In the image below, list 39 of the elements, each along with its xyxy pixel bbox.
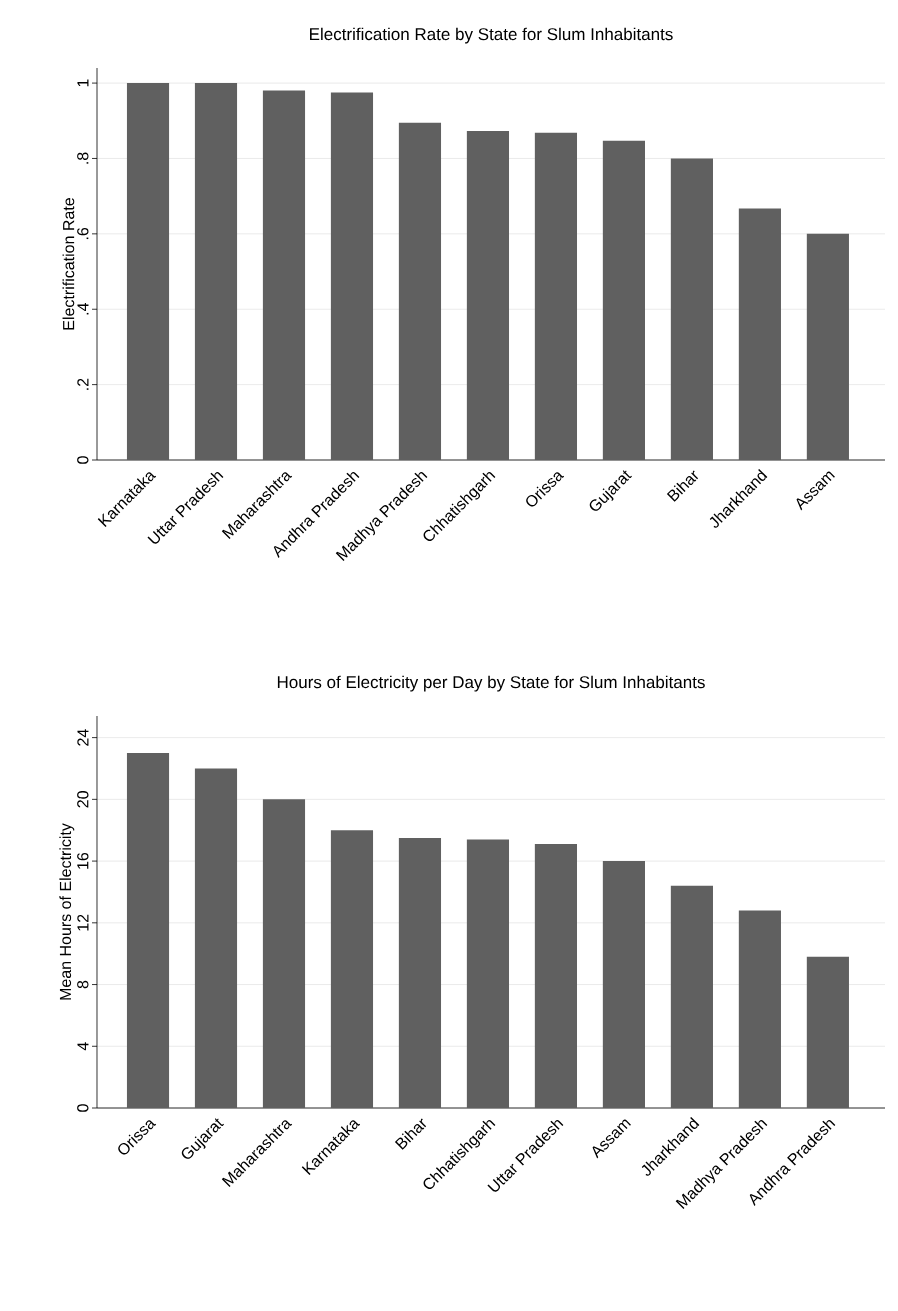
y-tick-label: 16 xyxy=(77,852,89,869)
bar xyxy=(670,885,713,1109)
bar xyxy=(126,753,170,1109)
y-tick-label: 1 xyxy=(77,79,89,87)
bar xyxy=(126,83,170,461)
y-tick-label: 24 xyxy=(77,729,89,746)
bar xyxy=(262,799,306,1109)
bar xyxy=(466,130,510,461)
bar xyxy=(670,158,713,461)
y-tick-label: 4 xyxy=(77,1042,89,1051)
y-tick-label: 20 xyxy=(77,791,89,808)
bar xyxy=(806,956,849,1109)
chart-title: Electrification Rate by State for Slum Inhabitants xyxy=(310,27,673,44)
y-tick-label: 0 xyxy=(77,1104,89,1112)
y-tick-label: 0 xyxy=(77,456,89,464)
y-tick-label: .6 xyxy=(77,227,89,240)
bar xyxy=(330,92,374,461)
bar xyxy=(738,910,781,1109)
chart-title: Hours of Electricity per Day by State for Slum Inhabitants xyxy=(277,675,705,692)
bar xyxy=(398,837,442,1109)
y-axis-title: Electrification Rate xyxy=(62,198,75,330)
bar xyxy=(602,140,645,461)
bar xyxy=(194,83,238,461)
bar xyxy=(602,861,645,1109)
bar xyxy=(194,768,238,1109)
bar xyxy=(262,90,306,461)
bar xyxy=(398,122,442,461)
y-tick-label: .8 xyxy=(77,152,89,164)
bar xyxy=(806,233,849,461)
bar xyxy=(466,839,510,1109)
bar xyxy=(738,208,781,461)
bar xyxy=(330,830,374,1109)
y-axis-title: Mean Hours of Electricity xyxy=(59,823,75,1000)
y-tick-label: 8 xyxy=(77,980,89,989)
bar xyxy=(534,844,578,1109)
y-tick-label: 12 xyxy=(77,914,89,931)
y-tick-label: .2 xyxy=(77,378,89,390)
bar xyxy=(534,132,578,461)
y-tick-label: .4 xyxy=(77,303,89,315)
